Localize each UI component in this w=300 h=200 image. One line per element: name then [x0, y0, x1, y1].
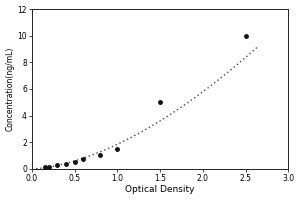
- Y-axis label: Concentration(ng/mL): Concentration(ng/mL): [6, 47, 15, 131]
- X-axis label: Optical Density: Optical Density: [125, 185, 195, 194]
